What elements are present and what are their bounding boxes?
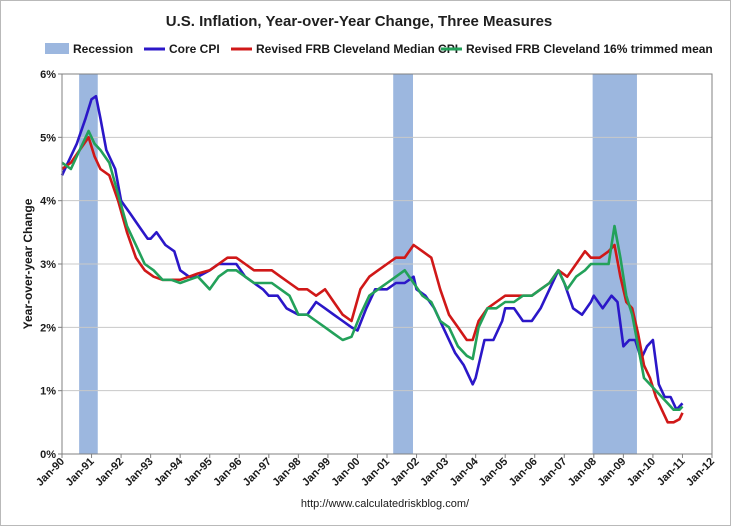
x-tick-label: Jan-10: [625, 456, 658, 489]
y-tick-label: 6%: [40, 69, 56, 81]
y-tick-label: 0%: [40, 449, 56, 461]
x-tick-label: Jan-99: [300, 456, 333, 489]
legend-label-recession: Recession: [73, 42, 133, 56]
x-tick-label: Jan-96: [211, 456, 244, 489]
legend-swatch-recession: [45, 43, 69, 54]
x-tick-label: Jan-08: [566, 456, 599, 489]
x-tick-label: Jan-01: [359, 456, 392, 489]
x-tick-label: Jan-91: [64, 456, 97, 489]
x-tick-label: Jan-02: [389, 456, 422, 489]
chart-title: U.S. Inflation, Year-over-Year Change, T…: [166, 13, 553, 30]
x-tick-label: Jan-07: [536, 456, 569, 489]
x-tick-label: Jan-00: [329, 456, 362, 489]
y-tick-label: 2%: [40, 322, 56, 334]
x-tick-label: Jan-98: [270, 456, 303, 489]
legend-label-median-cpi: Revised FRB Cleveland Median CPI: [256, 42, 458, 56]
x-tick-label: Jan-03: [418, 456, 451, 489]
y-tick-label: 4%: [40, 196, 56, 208]
y-tick-label: 1%: [40, 386, 56, 398]
x-tick-label: Jan-11: [655, 456, 688, 489]
legend-label-core-cpi: Core CPI: [169, 42, 220, 56]
x-tick-label: Jan-94: [152, 455, 186, 489]
x-tick-label: Jan-95: [182, 456, 215, 489]
legend: Recession Core CPI Revised FRB Cleveland…: [45, 42, 713, 56]
x-axis: Jan-90Jan-91Jan-92Jan-93Jan-94Jan-95Jan-…: [34, 454, 717, 489]
y-axis-label: Year-over-year Change: [21, 198, 35, 329]
x-tick-label: Jan-04: [448, 455, 482, 489]
y-axis: 0% 1% 2% 3% 4% 5% 6%: [40, 69, 62, 461]
legend-label-trimmed-mean: Revised FRB Cleveland 16% trimmed mean: [466, 42, 713, 56]
series-line-core-cpi: [60, 94, 684, 411]
x-tick-label: Jan-05: [477, 456, 510, 489]
x-tick-label: Jan-09: [595, 456, 628, 489]
y-tick-label: 5%: [40, 132, 56, 144]
y-tick-label: 3%: [40, 259, 56, 271]
x-tick-label: Jan-92: [93, 456, 126, 489]
series-line-revised-frb-cleveland-16-trimmed-mean: [61, 129, 684, 411]
x-tick-label: Jan-97: [241, 456, 274, 489]
x-tick-label: Jan-06: [507, 456, 540, 489]
source-url: http://www.calculatedriskblog.com/: [301, 498, 470, 510]
x-tick-label: Jan-93: [123, 456, 156, 489]
x-tick-label: Jan-12: [684, 456, 717, 489]
series-lines: [60, 94, 684, 424]
